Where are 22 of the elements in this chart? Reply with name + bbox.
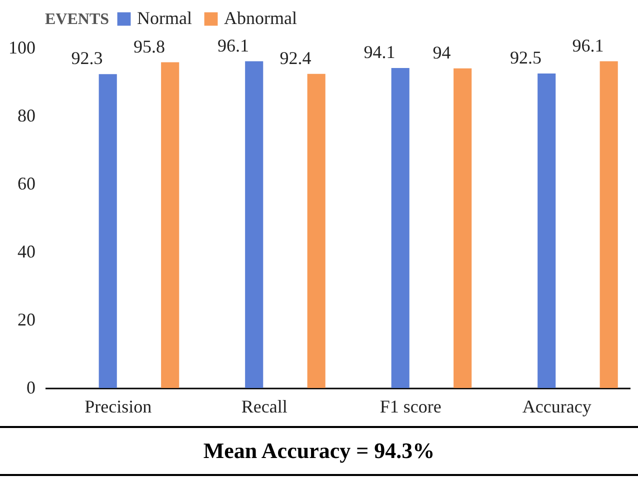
x-tick-label: F1 score — [380, 396, 442, 416]
legend-title: EVENTS — [45, 11, 110, 28]
y-tick-label: 40 — [18, 242, 36, 262]
y-tick-label: 20 — [18, 310, 36, 330]
y-tick-label: 100 — [8, 38, 36, 58]
x-tick-label: Recall — [241, 396, 288, 416]
data-label: 94 — [432, 42, 451, 62]
legend-label: Normal — [137, 8, 192, 28]
y-tick-label: 0 — [26, 378, 36, 398]
data-label: 96.1 — [218, 35, 250, 56]
legend-label: Abnormal — [224, 8, 297, 28]
data-label: 96.1 — [572, 35, 604, 56]
text: Mean Accuracy = 94.3% — [202, 438, 436, 464]
data-label: 92.4 — [280, 48, 312, 68]
y-tick-label: 80 — [18, 106, 36, 126]
x-tick-label: Precision — [84, 396, 152, 416]
data-label: 94.1 — [364, 42, 396, 62]
data-label: 95.8 — [133, 36, 165, 56]
x-tick-label: Accuracy — [522, 396, 592, 416]
y-tick-label: 60 — [18, 174, 36, 194]
data-label: 92.3 — [71, 48, 103, 68]
data-label: 92.5 — [510, 48, 542, 68]
